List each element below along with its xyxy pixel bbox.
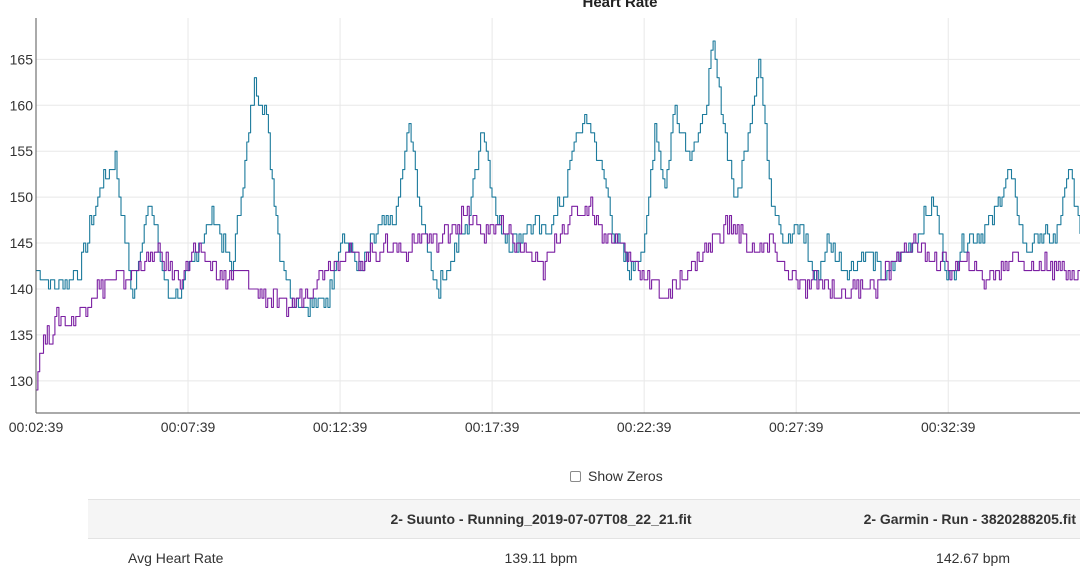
series-line-1 — [36, 41, 1080, 317]
stats-header-row: 2- Suunto - Running_2019-07-07T08_22_21.… — [88, 500, 1080, 539]
header-blank — [88, 500, 302, 539]
header-file-suunto: 2- Suunto - Running_2019-07-07T08_22_21.… — [302, 500, 780, 539]
row-label: Avg Heart Rate — [88, 539, 302, 577]
series-line-2 — [36, 197, 1080, 390]
row-value-garmin: 142.67 bpm — [780, 539, 1080, 577]
x-tick-label: 00:07:39 — [161, 419, 216, 435]
x-axis-ticks: 00:02:39 00:07:39 00:12:39 00:17:39 00:22:39… — [9, 419, 976, 435]
stats-table: 2- Suunto - Running_2019-07-07T08_22_21.… — [88, 499, 1080, 577]
row-value-suunto: 139.11 bpm — [302, 539, 780, 577]
header-file-garmin: 2- Garmin - Run - 3820288205.fit — [780, 500, 1080, 539]
y-tick-label: 135 — [10, 327, 34, 343]
x-tick-label: 00:22:39 — [617, 419, 672, 435]
x-tick-label: 00:17:39 — [465, 419, 520, 435]
x-tick-label: 00:27:39 — [769, 419, 824, 435]
y-tick-label: 145 — [10, 235, 34, 251]
series-lines — [36, 41, 1080, 390]
table-row: Avg Heart Rate 139.11 bpm 142.67 bpm — [88, 539, 1080, 577]
x-tick-label: 00:02:39 — [9, 419, 64, 435]
y-tick-label: 160 — [10, 97, 34, 113]
y-tick-label: 155 — [10, 143, 34, 159]
show-zeros-checkbox[interactable] — [570, 471, 581, 482]
heart-rate-chart: 130 135 140 145 150 155 160 165 00:02:39 00:07:3… — [0, 0, 1080, 445]
show-zeros-toggle[interactable]: Show Zeros — [570, 468, 663, 484]
y-tick-label: 150 — [10, 189, 34, 205]
show-zeros-label: Show Zeros — [588, 468, 663, 484]
x-tick-label: 00:32:39 — [921, 419, 976, 435]
x-tick-label: 00:12:39 — [313, 419, 368, 435]
y-tick-label: 130 — [10, 373, 34, 389]
y-tick-label: 165 — [10, 51, 34, 67]
y-tick-label: 140 — [10, 281, 34, 297]
y-axis-ticks: 130 135 140 145 150 155 160 165 — [10, 51, 34, 389]
